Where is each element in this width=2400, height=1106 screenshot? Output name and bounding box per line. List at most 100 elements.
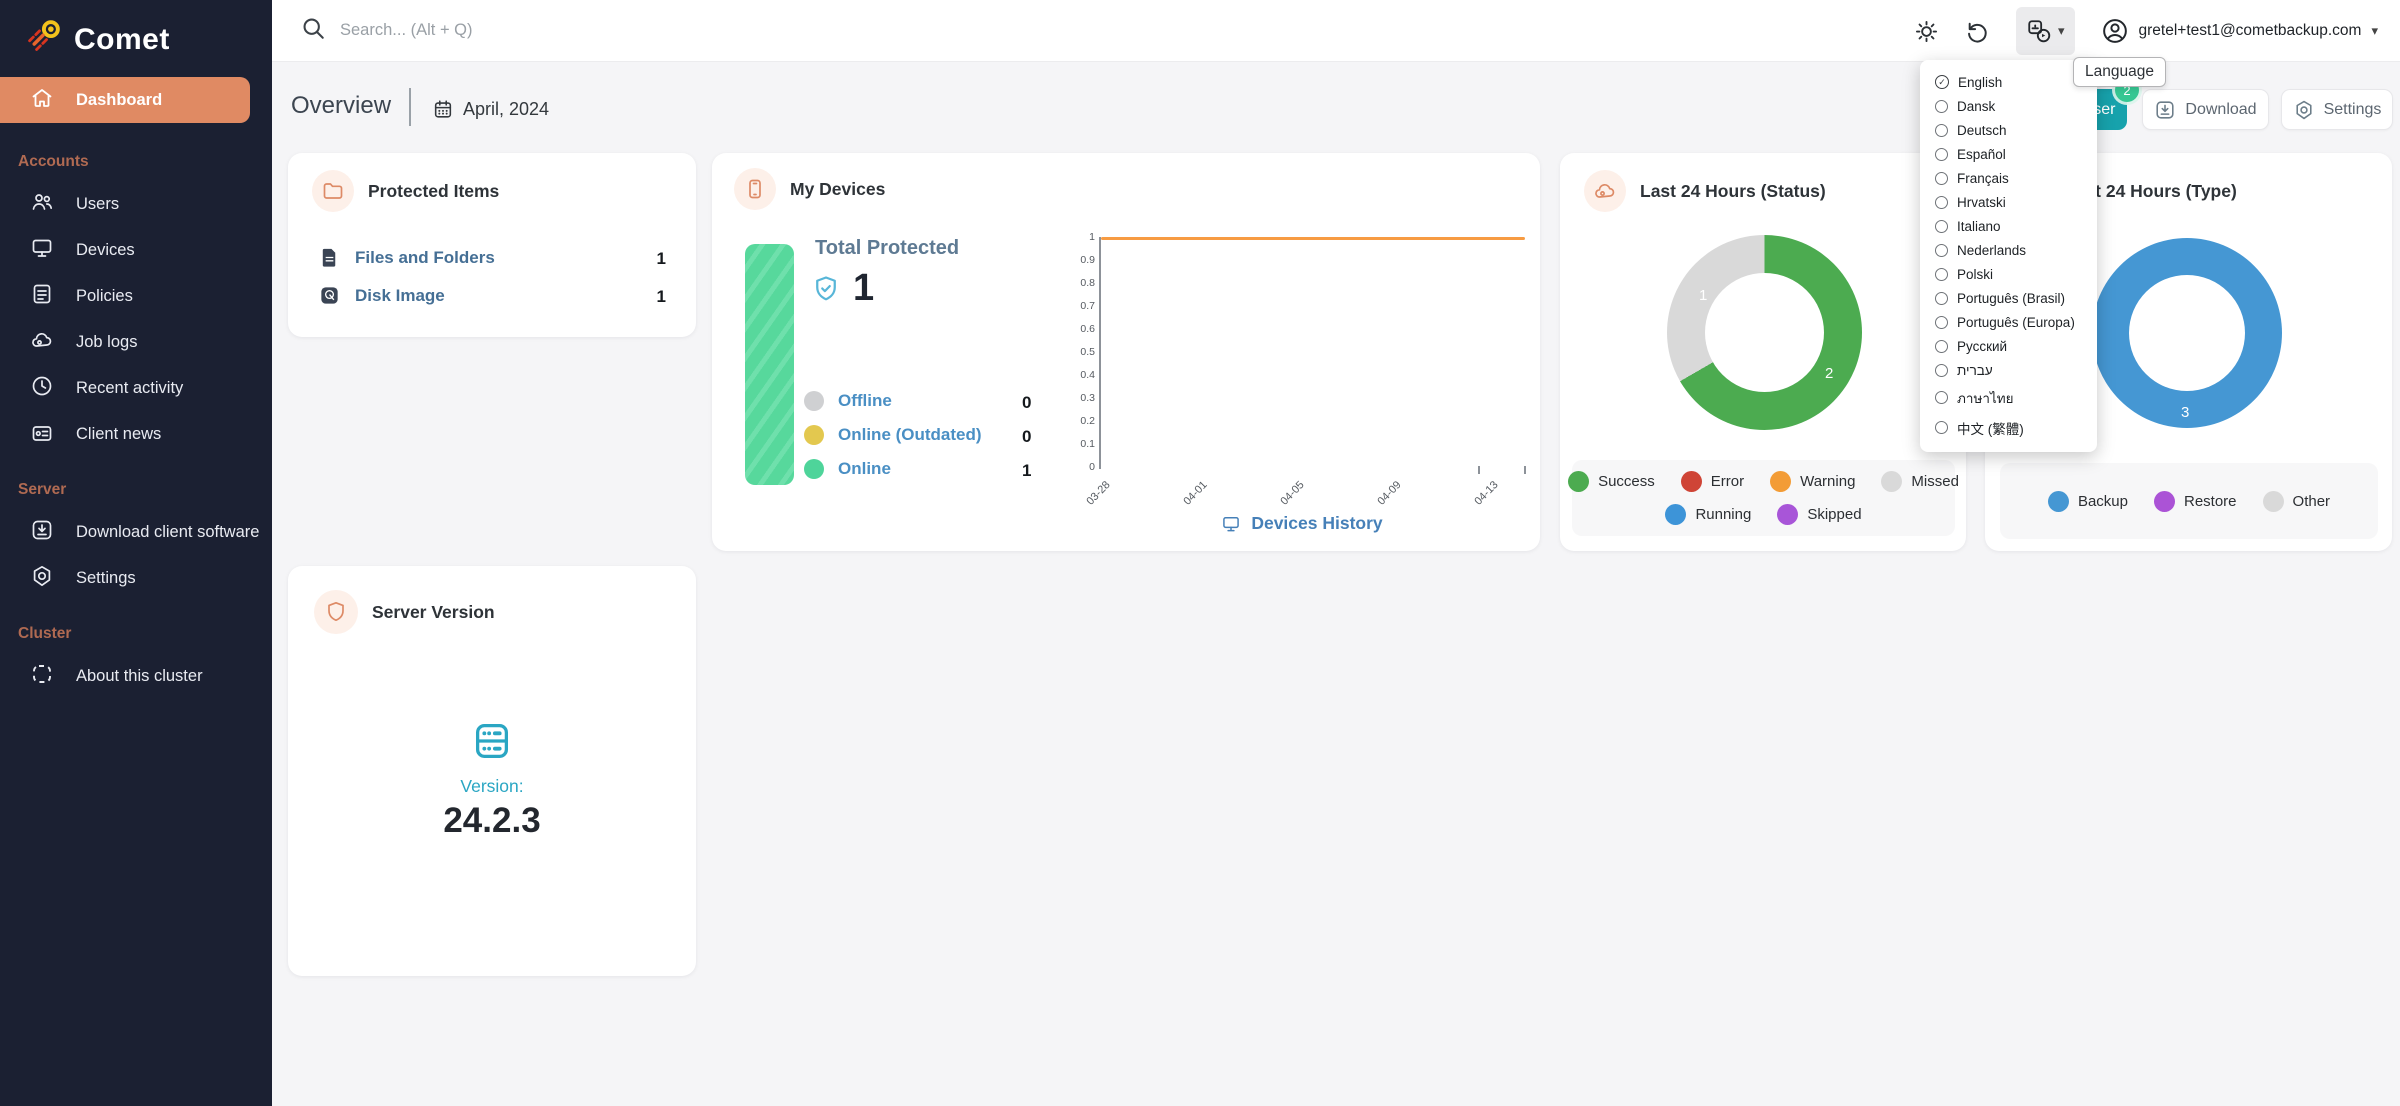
caption-label: Devices History (1251, 513, 1383, 533)
language-option-dansk[interactable]: Dansk (1920, 94, 2097, 118)
home-icon (30, 86, 54, 115)
device-status-row[interactable]: Online (804, 459, 891, 479)
download-button[interactable]: Download (2142, 89, 2269, 130)
type-donut-chart[interactable]: 3 (2092, 238, 2282, 428)
y-tick: 1 (1089, 231, 1095, 243)
missed-dot (1881, 471, 1903, 492)
title-divider (409, 88, 411, 126)
language-label: Deutsch (1957, 122, 2007, 138)
language-option-nederlands[interactable]: Nederlands (1920, 238, 2097, 262)
disk-icon (321, 287, 338, 304)
language-label: 中文 (繁體) (1957, 421, 2024, 437)
refresh-history-button[interactable] (1965, 19, 1990, 44)
theme-toggle-button[interactable] (1914, 19, 1939, 44)
y-axis (1099, 237, 1101, 469)
type-legend: Backup Restore Other (2000, 463, 2378, 539)
donut-slice-value: 2 (1825, 365, 1834, 382)
period-selector[interactable]: April, 2024 (432, 98, 549, 120)
sidebar-item-download-client-software[interactable]: Download client software (0, 509, 272, 555)
monitor-icon (30, 236, 54, 265)
device-status-row[interactable]: Offline (804, 391, 892, 411)
device-status-row[interactable]: Online (Outdated) (804, 425, 982, 445)
sidebar-item-dashboard[interactable]: Dashboard (0, 77, 250, 123)
language-option-deutsch[interactable]: Deutsch (1920, 118, 2097, 142)
sidebar-item-users[interactable]: Users (0, 181, 272, 227)
sidebar-item-devices[interactable]: Devices (0, 227, 272, 273)
legend-item[interactable]: Missed (1881, 471, 1959, 492)
clock-icon (30, 374, 54, 403)
legend-item[interactable]: Error (1680, 471, 1744, 492)
offline-dot (804, 391, 824, 411)
protected-item-row[interactable]: Disk Image (318, 284, 445, 307)
sidebar-item-client-news[interactable]: Client news (0, 411, 272, 457)
comet-logo-icon (22, 16, 64, 63)
language-option-english[interactable]: ✓ English (1920, 70, 2097, 94)
protected-item-label: Files and Folders (355, 247, 495, 267)
language-option-espanol[interactable]: Español (1920, 142, 2097, 166)
language-option-chinese-traditional[interactable]: 中文 (繁體) (1920, 413, 2097, 442)
x-tick: 03-28 (1084, 479, 1113, 508)
sidebar-item-settings[interactable]: Settings (0, 555, 272, 601)
language-label: Español (1957, 146, 2006, 162)
language-option-francais[interactable]: Français (1920, 166, 2097, 190)
user-account-menu[interactable]: gretel+test1@cometbackup.com ▾ (2101, 17, 2378, 45)
search-bar (300, 15, 760, 46)
language-tooltip: Language (2073, 57, 2166, 87)
language-option-portugues-brasil[interactable]: Português (Brasil) (1920, 286, 2097, 310)
online-outdated-dot (804, 425, 824, 445)
calendar-icon (434, 100, 452, 118)
my-devices-card: My Devices Total Protected 1 Offline 0 O… (712, 153, 1540, 551)
legend-item[interactable]: Warning (1770, 471, 1855, 492)
y-tick: 0.2 (1080, 415, 1095, 427)
status-label: Online (Outdated) (838, 425, 982, 444)
sidebar-item-job-logs[interactable]: Job logs (0, 319, 272, 365)
comet-logo[interactable]: Comet (0, 0, 272, 77)
language-menu-button[interactable]: ▾ (2015, 7, 2075, 55)
sidebar-item-label: Settings (76, 568, 136, 587)
user-email: gretel+test1@cometbackup.com (2138, 22, 2362, 39)
server-icon (475, 724, 509, 758)
language-option-hrvatski[interactable]: Hrvatski (1920, 190, 2097, 214)
shield-check-icon (816, 275, 836, 300)
legend-label: Skipped (1807, 506, 1862, 523)
status-count: 0 (1022, 427, 1032, 446)
sidebar-item-about-this-cluster[interactable]: About this cluster (0, 653, 272, 699)
y-tick: 0.5 (1080, 346, 1095, 358)
language-label: Polski (1957, 266, 1994, 282)
cluster-icon (30, 662, 54, 691)
legend-item[interactable]: Success (1568, 471, 1655, 492)
legend-item[interactable]: Skipped (1777, 504, 1862, 525)
x-tick-mark (1524, 466, 1526, 474)
settings-button[interactable]: Settings (2281, 89, 2393, 130)
chevron-down-icon: ▾ (2057, 23, 2065, 38)
language-option-italiano[interactable]: Italiano (1920, 214, 2097, 238)
sidebar-item-policies[interactable]: Policies (0, 273, 272, 319)
legend-item[interactable]: Running (1665, 504, 1751, 525)
sidebar-item-label: Job logs (76, 332, 138, 351)
legend-item[interactable]: Restore (2154, 490, 2237, 512)
language-option-thai[interactable]: ภาษาไทย (1920, 382, 2097, 413)
warning-dot (1770, 471, 1792, 492)
sidebar-item-recent-activity[interactable]: Recent activity (0, 365, 272, 411)
protected-item-row[interactable]: Files and Folders (318, 246, 495, 269)
legend-label: Running (1695, 506, 1752, 523)
search-input[interactable] (340, 21, 760, 40)
folder-icon (312, 170, 354, 212)
other-dot (2262, 490, 2284, 512)
language-option-hebrew[interactable]: עברית (1920, 358, 2097, 382)
y-tick: 0.3 (1080, 392, 1095, 404)
status-donut-chart[interactable]: 1 2 (1667, 235, 1862, 430)
radio-icon (1935, 291, 1948, 305)
x-tick: 04-13 (1472, 479, 1501, 508)
language-option-portugues-europa[interactable]: Português (Europa) (1920, 310, 2097, 334)
radio-icon (1935, 147, 1948, 161)
language-option-polski[interactable]: Polski (1920, 262, 2097, 286)
language-label: Hrvatski (1957, 194, 2006, 210)
language-option-russkiy[interactable]: Русский (1920, 334, 2097, 358)
download-icon (2156, 100, 2174, 119)
legend-item[interactable]: Other (2262, 490, 2330, 512)
legend-item[interactable]: Backup (2047, 490, 2128, 512)
y-tick: 0.9 (1080, 254, 1095, 266)
devices-accent-bar (745, 244, 794, 485)
